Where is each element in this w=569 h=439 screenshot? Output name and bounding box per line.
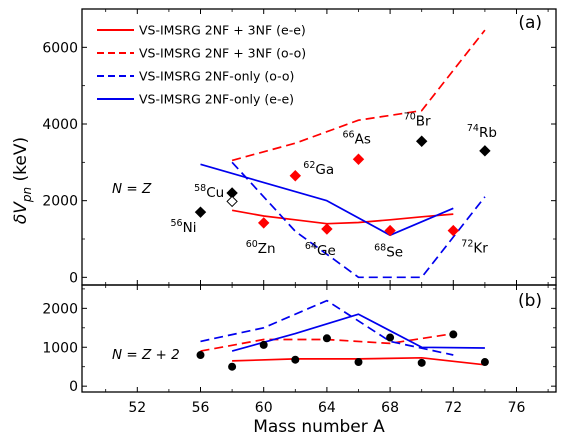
data-point (322, 334, 331, 343)
series-line-2 (231, 29, 486, 162)
isotope-label-cu: 58Cu (194, 183, 224, 201)
x-tick-label: 52 (128, 400, 146, 416)
panel-b: 52 56 60 64 68 72 76 0 1000 2000 (b) N = Z + 2 (42, 284, 557, 416)
x-tick-label: 72 (444, 400, 462, 416)
isotope-mass: 56 (171, 218, 183, 229)
isotope-label-kr: 72Kr (461, 239, 488, 257)
isotope-label-as: 66As (343, 129, 371, 147)
panel-label-b: (b) (518, 291, 542, 311)
data-point (291, 355, 300, 364)
data-point (480, 358, 489, 367)
isotope-label-ni: 56Ni (171, 218, 197, 236)
marker-ga (289, 170, 302, 182)
legend-entry-label: VS-IMSRG 2NF + 3NF (o-o) (139, 46, 306, 61)
y-axis-title-unit: (keV) (11, 137, 31, 187)
data-point (449, 330, 458, 339)
panel-a: 0 2000 4000 6000 56Ni 58Cu 60Zn 62Ga 64Ge 66As 68S… (42, 8, 557, 286)
isotope-mass: 70 (404, 111, 416, 122)
y-tick-label: 0 (69, 379, 78, 395)
isotope-symbol: Kr (473, 241, 488, 257)
isotope-label-br: 70Br (404, 111, 431, 129)
panel-annotation-a: N = Z (112, 181, 152, 197)
y-tick-label: 0 (69, 270, 78, 286)
legend-entry-label: VS-IMSRG 2NF-only (o-o) (139, 69, 294, 84)
series-line-4 (231, 313, 485, 352)
isotope-label-ga: 62Ga (303, 160, 334, 178)
x-axis-title: Mass number A (253, 417, 385, 437)
y-tick-label: 2000 (42, 301, 78, 317)
isotope-label-rb: 74Rb (467, 123, 497, 141)
isotope-symbol: As (355, 131, 371, 147)
marker-ni (194, 206, 207, 218)
isotope-symbol: Zn (258, 241, 276, 257)
isotope-mass: 58 (194, 183, 206, 194)
isotope-mass: 74 (467, 123, 479, 134)
x-tick-label: 68 (381, 400, 399, 416)
marker-br (415, 135, 428, 147)
y-tick-label: 1000 (42, 340, 78, 356)
isotope-symbol: Rb (479, 125, 497, 141)
legend-entry-label: VS-IMSRG 2NF + 3NF (e-e) (139, 23, 306, 38)
data-point (386, 333, 395, 342)
y-tick-label: 6000 (42, 40, 78, 56)
x-tick-label: 76 (508, 400, 526, 416)
isotope-mass: 60 (246, 239, 258, 250)
isotope-label-ge: 64Ge (305, 241, 336, 259)
data-point (228, 362, 237, 371)
data-point (417, 358, 426, 367)
marker-ge (321, 223, 333, 235)
series-line-4 (200, 163, 454, 237)
y-axis-title-subscript: pn (20, 187, 34, 203)
isotope-mass: 66 (343, 129, 355, 140)
marker-zn (257, 217, 270, 229)
y-axis-title: δVpn (keV) (11, 137, 34, 224)
isotope-label-se: 68Se (374, 243, 403, 261)
marker-as (352, 153, 365, 165)
y-tick-label: 4000 (42, 117, 78, 133)
isotope-label-zn: 60Zn (246, 239, 276, 257)
data-point (354, 358, 363, 367)
panel-annotation-b: N = Z + 2 (112, 347, 180, 363)
data-point (196, 351, 205, 360)
x-tick-label: 60 (255, 400, 273, 416)
y-axis-title-main: δV (11, 201, 31, 224)
isotope-mass: 72 (461, 239, 473, 250)
x-tick-label: 64 (318, 400, 336, 416)
panel-label-a: (a) (518, 13, 542, 33)
marker-rb (479, 145, 491, 157)
isotope-symbol: Cu (206, 185, 224, 201)
marker-open (226, 195, 238, 208)
y-tick-label: 2000 (42, 194, 78, 210)
series-line-1 (231, 209, 454, 225)
isotope-symbol: Br (416, 113, 431, 129)
isotope-symbol: Ni (183, 220, 197, 236)
plot-frame (81, 284, 557, 393)
series-line-3 (200, 299, 454, 356)
isotope-mass: 62 (303, 160, 315, 171)
marker-se (384, 224, 396, 237)
marker-kr (447, 224, 460, 237)
shared-labels: Mass number A δVpn (keV) (11, 137, 385, 437)
isotope-mass: 64 (305, 241, 317, 252)
isotope-symbol: Se (386, 245, 403, 261)
isotope-mass: 68 (374, 243, 386, 254)
x-tick-label: 56 (192, 400, 210, 416)
isotope-symbol: Ge (317, 243, 336, 259)
legend: VS-IMSRG 2NF + 3NF (e-e) VS-IMSRG 2NF + 3… (97, 23, 306, 107)
legend-entry-label: VS-IMSRG 2NF-only (e-e) (139, 92, 294, 107)
data-point (259, 340, 268, 349)
series-line-3 (231, 161, 486, 279)
isotope-symbol: Ga (315, 162, 334, 178)
